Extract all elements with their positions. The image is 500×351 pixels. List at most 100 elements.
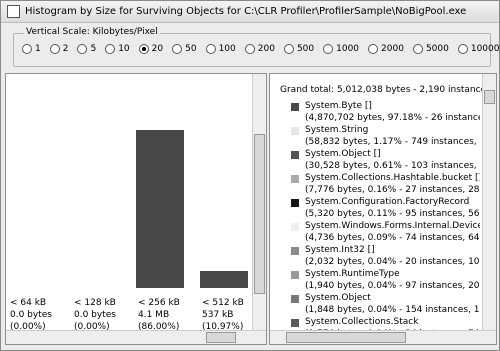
scale-group: Vertical Scale: Kilobytes/Pixel 1 2 5 10 20 5… bbox=[13, 27, 499, 67]
radio-button[interactable] bbox=[368, 44, 379, 54]
bucket-size: 0.0 bytes bbox=[74, 310, 116, 320]
radio-option[interactable]: 10 bbox=[105, 44, 130, 54]
type-name[interactable]: System.Windows.Forms.Internal.DeviceCont… bbox=[305, 221, 480, 231]
type-detail[interactable]: (4,870,702 bytes, 97.18% - 26 instances,… bbox=[305, 113, 480, 123]
type-detail[interactable]: (5,320 bytes, 0.11% - 95 instances, 56 b… bbox=[305, 209, 480, 219]
radio-option[interactable]: 20 bbox=[138, 44, 164, 54]
histogram-bar[interactable] bbox=[200, 271, 248, 288]
radio-option[interactable]: 100 bbox=[205, 44, 236, 54]
legend-swatch[interactable] bbox=[291, 247, 299, 255]
legend-item[interactable]: System.Windows.Forms.Internal.DeviceCont… bbox=[280, 220, 480, 244]
radio-label[interactable]: 1 bbox=[35, 44, 41, 54]
legend-item[interactable]: System.Collections.Hashtable.bucket [] (7… bbox=[280, 172, 480, 196]
radio-option[interactable]: 1000 bbox=[323, 44, 359, 54]
type-name[interactable]: System.Object bbox=[305, 293, 371, 303]
radio-option[interactable]: 500 bbox=[283, 44, 315, 54]
legend-swatch[interactable] bbox=[291, 127, 299, 135]
horizontal-scrollbar[interactable] bbox=[6, 330, 266, 344]
radio-label[interactable]: 5 bbox=[90, 44, 97, 54]
legend-swatch[interactable] bbox=[291, 199, 299, 207]
radio-option[interactable]: 2000 bbox=[368, 44, 404, 54]
type-name[interactable]: System.Collections.Hashtable.bucket [] bbox=[305, 173, 480, 183]
horizontal-scrollbar[interactable] bbox=[270, 330, 496, 344]
scroll-thumb[interactable] bbox=[286, 332, 406, 343]
scroll-thumb[interactable] bbox=[254, 134, 265, 294]
radio-option[interactable]: 5000 bbox=[412, 44, 449, 54]
radio-option[interactable]: 10000 bbox=[457, 44, 500, 54]
type-detail[interactable]: (1,940 bytes, 0.04% - 97 instances, 20 b… bbox=[305, 281, 480, 291]
legend-swatch[interactable] bbox=[291, 271, 299, 279]
bucket-size: 537 kB bbox=[202, 310, 234, 320]
scroll-thumb[interactable] bbox=[484, 90, 495, 104]
legend-swatch[interactable] bbox=[291, 175, 299, 183]
radio-button[interactable] bbox=[49, 44, 60, 54]
type-detail[interactable]: (58,832 bytes, 1.17% - 749 instances, 78… bbox=[305, 137, 480, 147]
type-name[interactable]: System.Configuration.FactoryRecord bbox=[305, 197, 470, 207]
type-name[interactable]: System.RuntimeType bbox=[305, 269, 400, 279]
radio-option[interactable]: 5 bbox=[77, 44, 96, 54]
bucket-range: < 128 kB bbox=[74, 298, 116, 308]
legend-item[interactable]: System.RuntimeType (1,940 bytes, 0.04% - … bbox=[280, 268, 480, 292]
grand-total: Grand total: 5,012,038 bytes - 2,190 ins… bbox=[280, 85, 497, 95]
radio-label[interactable]: 10 bbox=[118, 44, 130, 54]
radio-label[interactable]: 2 bbox=[62, 44, 69, 54]
radio-button[interactable] bbox=[138, 44, 149, 54]
type-detail[interactable]: (4,736 bytes, 0.09% - 74 instances, 64 b… bbox=[305, 233, 480, 243]
radio-label[interactable]: 500 bbox=[296, 44, 315, 54]
type-name[interactable]: System.Object [] bbox=[305, 149, 381, 159]
radio-label[interactable]: 1000 bbox=[336, 44, 360, 54]
legend-swatch[interactable] bbox=[291, 319, 299, 327]
radio-button[interactable] bbox=[205, 44, 216, 54]
type-name[interactable]: System.String bbox=[305, 125, 369, 135]
type-detail[interactable]: (7,776 bytes, 0.16% - 27 instances, 288 … bbox=[305, 185, 480, 195]
vertical-scrollbar[interactable] bbox=[482, 74, 496, 330]
legend-item[interactable]: System.Byte [] (4,870,702 bytes, 97.18% -… bbox=[280, 100, 480, 124]
legend-item[interactable]: System.String (58,832 bytes, 1.17% - 749 … bbox=[280, 124, 480, 148]
type-name[interactable]: System.Byte [] bbox=[305, 101, 372, 111]
radio-button[interactable] bbox=[412, 44, 423, 54]
type-detail[interactable]: (30,528 bytes, 0.61% - 103 instances, 29… bbox=[305, 161, 480, 171]
type-detail[interactable]: (1,848 bytes, 0.04% - 154 instances, 12 … bbox=[305, 305, 480, 315]
radio-button[interactable] bbox=[283, 44, 294, 54]
radio-label[interactable]: 5000 bbox=[425, 44, 449, 54]
radio-option[interactable]: 200 bbox=[244, 44, 275, 54]
scroll-thumb[interactable] bbox=[206, 332, 236, 343]
radio-label[interactable]: 20 bbox=[151, 44, 164, 54]
legend-swatch[interactable] bbox=[291, 151, 299, 159]
radio-label[interactable]: 100 bbox=[218, 44, 236, 54]
radio-button[interactable] bbox=[457, 44, 468, 54]
legend-swatch[interactable] bbox=[291, 223, 299, 231]
radio-label[interactable]: 2000 bbox=[381, 44, 404, 54]
type-name[interactable]: System.Collections.Stack bbox=[305, 317, 419, 327]
radio-option[interactable]: 50 bbox=[172, 44, 197, 54]
legend-pane: Grand total: 5,012,038 bytes - 2,190 ins… bbox=[269, 73, 497, 345]
radio-option[interactable]: 1 bbox=[22, 44, 41, 54]
window-title: Histogram by Size for Surviving Objects … bbox=[25, 6, 467, 17]
radio-button[interactable] bbox=[22, 44, 32, 54]
radio-button[interactable] bbox=[244, 44, 255, 54]
histogram-pane: < 64 kB 0.0 bytes (0.00%) < 128 kB 0.0 bytes… bbox=[5, 73, 267, 345]
bucket-range: < 256 kB bbox=[138, 298, 180, 308]
type-name[interactable]: System.Int32 [] bbox=[305, 245, 375, 255]
radio-button[interactable] bbox=[105, 44, 116, 54]
legend-swatch[interactable] bbox=[291, 103, 299, 111]
legend: Grand total: 5,012,038 bytes - 2,190 ins… bbox=[280, 84, 497, 340]
radio-option[interactable]: 2 bbox=[49, 44, 69, 54]
legend-swatch[interactable] bbox=[291, 295, 299, 303]
radio-button[interactable] bbox=[77, 44, 88, 54]
legend-item[interactable]: System.Int32 [] (2,032 bytes, 0.04% - 20 … bbox=[280, 244, 480, 268]
type-detail[interactable]: (2,032 bytes, 0.04% - 20 instances, 101 … bbox=[305, 257, 480, 267]
radio-label[interactable]: 50 bbox=[185, 44, 197, 54]
legend-item[interactable]: System.Object (1,848 bytes, 0.04% - 154 i… bbox=[280, 292, 480, 316]
histogram-bar[interactable] bbox=[136, 130, 184, 288]
legend-item[interactable]: System.Object [] (30,528 bytes, 0.61% - 1… bbox=[280, 148, 480, 172]
bucket-range: < 64 kB bbox=[10, 298, 47, 308]
radio-label[interactable]: 10000 bbox=[470, 44, 500, 54]
radio-button[interactable] bbox=[172, 44, 183, 54]
legend-item[interactable]: System.Configuration.FactoryRecord (5,320… bbox=[280, 196, 480, 220]
radio-button[interactable] bbox=[323, 44, 334, 54]
vertical-scrollbar[interactable] bbox=[252, 74, 266, 330]
radio-label[interactable]: 200 bbox=[257, 44, 275, 54]
